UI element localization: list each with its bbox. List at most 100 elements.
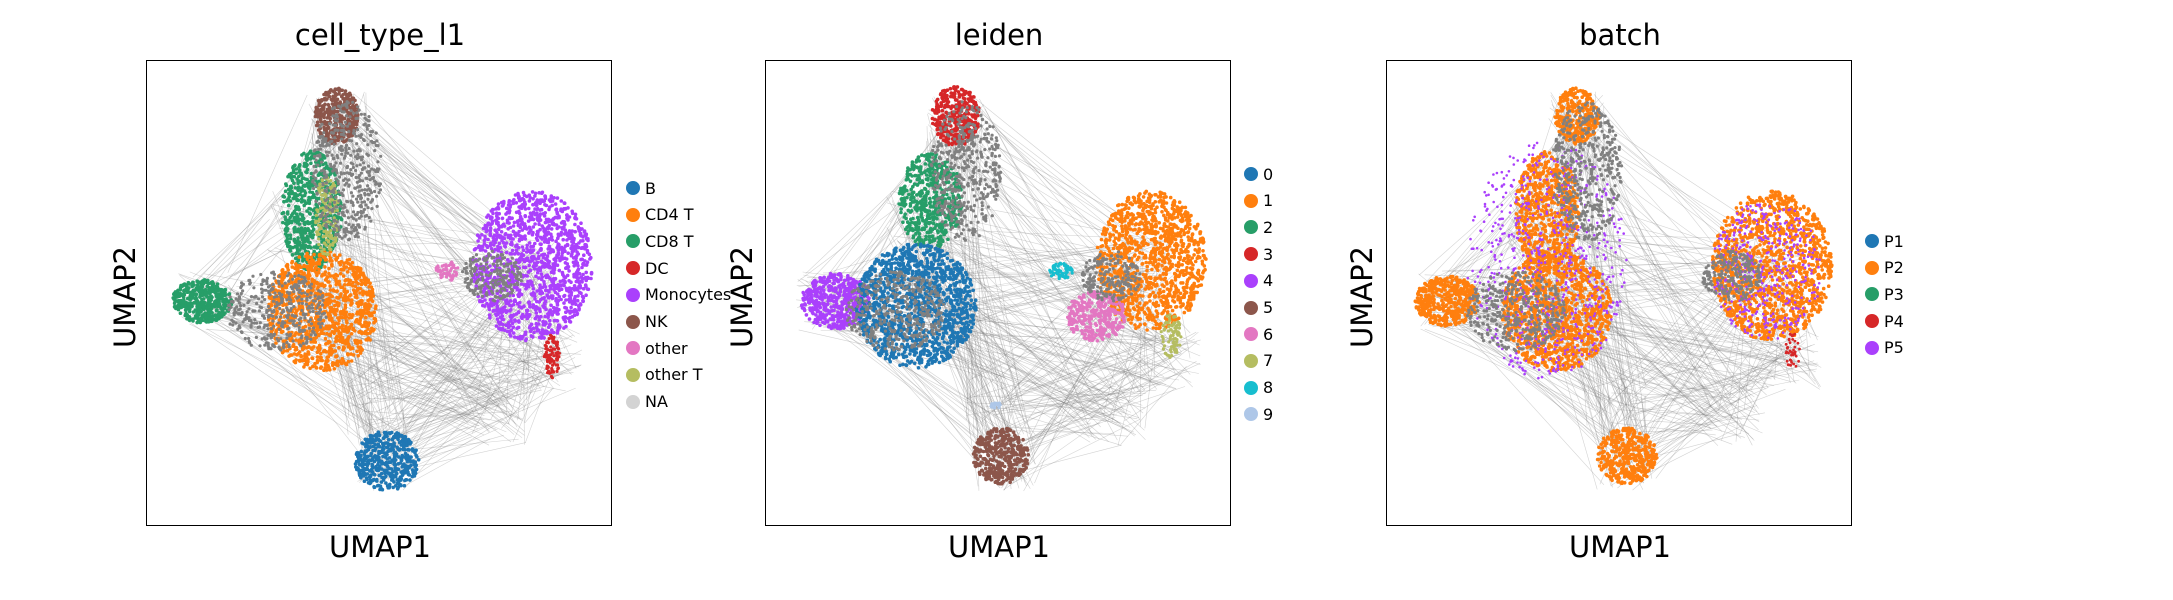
data-point [524,308,529,313]
graph-edge [403,438,491,487]
data-point [518,256,523,260]
data-point [586,287,591,292]
data-point [195,301,200,305]
graph-edge [382,385,484,420]
data-point [315,203,319,208]
data-point [327,266,331,271]
data-point [565,238,569,242]
data-point [546,247,550,251]
data-point [299,189,304,193]
data-point [346,329,351,333]
data-point [530,258,535,262]
graph-edge [197,309,391,439]
data-point [546,312,550,316]
data-point [504,206,509,211]
graph-edge [367,389,542,426]
data-point [556,236,560,240]
graph-edge [319,227,561,387]
data-point [568,315,572,320]
data-point [547,198,552,202]
data-point [316,210,320,214]
data-point [368,445,373,449]
data-point [440,275,444,279]
data-point [207,311,212,315]
data-point [213,313,217,317]
data-point [359,449,364,454]
data-point [555,196,560,200]
graph-edge [348,250,536,385]
data-point [303,352,307,357]
data-point [531,197,535,201]
data-point [374,432,379,437]
data-point [294,167,299,171]
data-point [358,351,363,355]
data-point [523,200,527,204]
graph-edge [311,296,554,371]
data-point [488,228,493,233]
data-point [416,458,421,462]
data-point [565,288,569,293]
data-point [542,229,546,233]
data-point [282,349,287,353]
data-point [555,226,559,231]
data-point [402,455,406,459]
data-point [504,299,508,303]
data-point [223,311,227,315]
data-point [385,469,389,474]
data-point [556,355,560,359]
graph-edge [328,103,392,398]
data-point [557,215,561,220]
data-point [528,211,533,215]
data-point [360,314,365,318]
data-point [516,294,521,298]
data-point [302,199,307,203]
data-point [303,184,307,188]
data-point [549,227,554,231]
data-point [368,433,373,438]
data-point [207,281,211,286]
data-point [384,445,389,450]
data-point [293,333,297,338]
data-point [210,319,214,324]
data-point [316,128,321,132]
data-point [555,331,560,335]
data-point [302,246,307,250]
data-point [323,362,328,367]
data-point [311,215,315,220]
data-point [537,222,541,227]
data-point [565,262,570,266]
data-point [365,472,370,476]
data-point [500,307,504,311]
data-point [383,432,387,437]
data-point [543,220,548,225]
data-point [488,233,493,238]
data-point [545,358,550,362]
data-point [364,442,369,446]
graph-edge [227,94,308,273]
data-point [512,220,517,225]
data-point [297,255,302,259]
data-point [285,262,290,267]
data-point [323,270,328,274]
data-point [309,255,314,260]
data-point [535,216,539,221]
data-point [519,222,524,226]
data-point [486,276,490,281]
plot-area [146,60,612,526]
data-point [530,190,535,194]
graph-edge [328,98,547,293]
data-point [346,117,351,122]
data-point [563,249,567,253]
graph-edge [362,410,491,421]
data-point [472,247,477,252]
data-point [326,240,331,244]
data-point [551,309,556,314]
data-point [202,278,206,282]
data-point [440,264,444,268]
data-point [504,250,509,255]
graph-edge [324,318,367,435]
data-point [402,483,407,488]
data-point [568,296,573,300]
graph-edge [519,379,537,403]
data-point [528,268,533,273]
